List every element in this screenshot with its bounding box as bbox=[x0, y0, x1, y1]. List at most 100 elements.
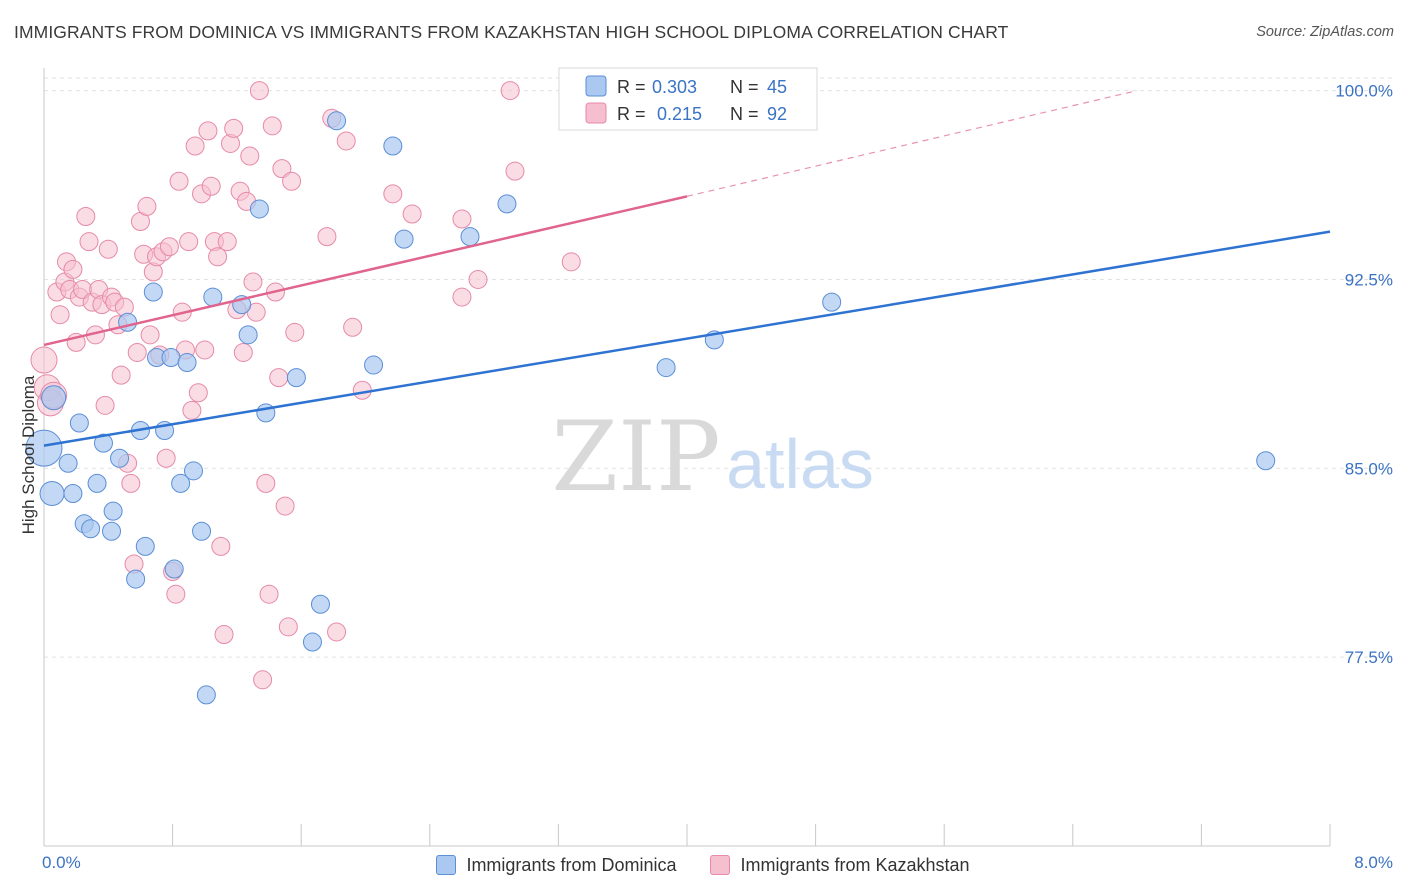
kazakhstan-point bbox=[95, 395, 115, 415]
dominica-point bbox=[41, 385, 67, 411]
dominica-point bbox=[183, 461, 203, 481]
kazakhstan-point bbox=[278, 617, 298, 637]
kazakhstan-point bbox=[208, 247, 228, 267]
kazakhstan-point bbox=[452, 209, 472, 229]
kazakhstan-point bbox=[352, 380, 372, 400]
kazakhstan-point bbox=[224, 118, 244, 138]
dominica-point bbox=[1256, 451, 1276, 471]
dominica-point bbox=[93, 433, 113, 453]
kazakhstan-point bbox=[159, 237, 179, 257]
dominica-point bbox=[364, 355, 384, 375]
kazakhstan-point bbox=[275, 496, 295, 516]
legend: R = 0.303 N = 45 R = 0.215 N = 92 bbox=[558, 67, 818, 131]
dominica-points bbox=[25, 111, 1276, 705]
dominica-point bbox=[81, 519, 101, 539]
legend-r-value-1: 0.303 bbox=[652, 77, 697, 97]
kazakhstan-point bbox=[182, 400, 202, 420]
kazakhstan-point bbox=[233, 342, 253, 362]
kazakhstan-trend-extension bbox=[686, 90, 1138, 197]
dominica-point bbox=[238, 325, 258, 345]
kazakhstan-point bbox=[272, 159, 292, 179]
watermark-atlas: atlas bbox=[726, 425, 874, 503]
bottom-legend-swatch-dominica bbox=[436, 855, 457, 875]
dominica-point bbox=[110, 448, 130, 468]
x-tick-label: 0.0% bbox=[42, 853, 81, 872]
kazakhstan-point bbox=[343, 317, 363, 337]
y-axis-label: High School Diploma bbox=[19, 375, 38, 534]
legend-n-label-2: N = bbox=[730, 104, 759, 124]
dominica-point bbox=[103, 501, 123, 521]
kazakhstan-point bbox=[249, 81, 269, 101]
y-tick-label: 100.0% bbox=[1335, 82, 1393, 101]
kazakhstan-point bbox=[240, 146, 260, 166]
dominica-point bbox=[249, 199, 269, 219]
kazakhstan-point bbox=[156, 448, 176, 468]
dominica-point bbox=[286, 368, 306, 388]
legend-n-value-1: 45 bbox=[767, 77, 787, 97]
dominica-point bbox=[135, 536, 155, 556]
dominica-point bbox=[822, 292, 842, 312]
kazakhstan-point bbox=[256, 473, 276, 493]
kazakhstan-point bbox=[282, 171, 302, 191]
kazakhstan-point bbox=[50, 305, 70, 325]
kazakhstan-point bbox=[195, 340, 215, 360]
kazakhstan-point bbox=[262, 116, 282, 136]
grid-layer bbox=[44, 77, 1392, 658]
bottom-legend-label-dominica: Immigrants from Dominica bbox=[466, 854, 677, 875]
kazakhstan-point bbox=[179, 232, 199, 252]
kazakhstan-point bbox=[243, 272, 263, 292]
kazakhstan-point bbox=[317, 227, 337, 247]
source-label: Source: ZipAtlas.com bbox=[1256, 24, 1394, 40]
dominica-point bbox=[164, 559, 184, 579]
kazakhstan-point bbox=[140, 325, 160, 345]
dominica-point bbox=[302, 632, 322, 652]
dominica-point bbox=[327, 111, 347, 131]
dominica-point bbox=[171, 473, 191, 493]
kazakhstan-point bbox=[188, 383, 208, 403]
dominica-point bbox=[63, 483, 83, 503]
dominica-trend-line bbox=[43, 230, 1331, 447]
legend-r-label-2: R = bbox=[617, 104, 646, 124]
dominica-point bbox=[310, 594, 330, 614]
kazakhstan-point bbox=[500, 81, 520, 101]
kazakhstan-point bbox=[285, 322, 305, 342]
kazakhstan-point bbox=[253, 670, 273, 690]
dominica-point bbox=[39, 480, 65, 506]
kazakhstan-point bbox=[198, 121, 218, 141]
kazakhstan-point bbox=[111, 365, 131, 385]
watermark-zip: ZIP bbox=[551, 401, 720, 513]
kazakhstan-point bbox=[505, 161, 525, 181]
legend-r-label-1: R = bbox=[617, 77, 646, 97]
kazakhstan-point bbox=[137, 196, 157, 216]
dominica-point bbox=[161, 348, 181, 368]
bottom-legend-item-dominica: Immigrants from Dominica bbox=[436, 855, 676, 876]
dominica-point bbox=[87, 473, 107, 493]
bottom-legend-swatch-kazakhstan bbox=[710, 855, 731, 875]
dominica-point bbox=[383, 136, 403, 156]
kazakhstan-point bbox=[468, 269, 488, 289]
y-tick-label: 85.0% bbox=[1345, 459, 1393, 478]
kazakhstan-point bbox=[98, 239, 118, 259]
kazakhstan-trend-line bbox=[43, 195, 688, 347]
kazakhstan-point bbox=[79, 232, 99, 252]
kazakhstan-point bbox=[185, 136, 205, 156]
legend-n-value-2: 92 bbox=[767, 104, 787, 124]
dominica-point bbox=[196, 685, 216, 705]
y-tick-label: 77.5% bbox=[1345, 648, 1393, 667]
dominica-point bbox=[69, 413, 89, 433]
dominica-point bbox=[25, 429, 63, 467]
kazakhstan-point bbox=[217, 232, 237, 252]
kazakhstan-point bbox=[327, 622, 347, 642]
legend-n-label-1: N = bbox=[730, 77, 759, 97]
dominica-point bbox=[58, 453, 78, 473]
kazakhstan-point bbox=[169, 171, 189, 191]
kazakhstan-point bbox=[211, 536, 231, 556]
bottom-legend-label-kazakhstan: Immigrants from Kazakhstan bbox=[740, 854, 970, 875]
kazakhstan-point bbox=[336, 131, 356, 151]
axis-layer: 77.5% 85.0% 92.5% 100.0% 0.0% 8.0% bbox=[42, 68, 1393, 872]
kazakhstan-point bbox=[127, 342, 147, 362]
dominica-point bbox=[192, 521, 212, 541]
chart-title: IMMIGRANTS FROM DOMINICA VS IMMIGRANTS F… bbox=[14, 22, 1009, 42]
dominica-point bbox=[126, 569, 146, 589]
